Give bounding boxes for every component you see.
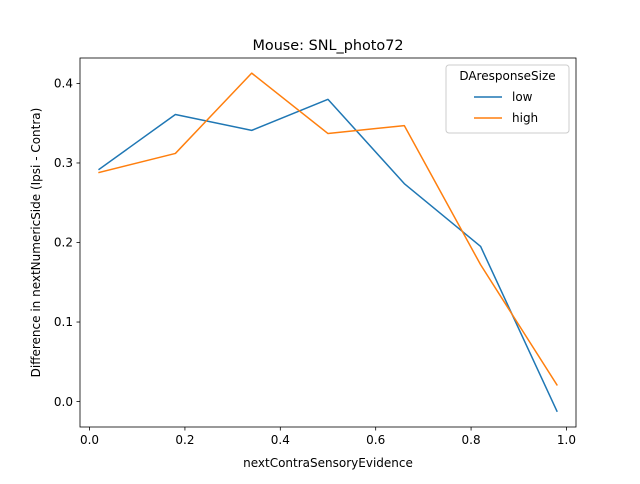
y-tick-label: 0.4 [54, 77, 73, 91]
legend: DAresponseSize low high [445, 64, 570, 134]
series-line-low [98, 98, 558, 413]
x-tick-label: 0.6 [366, 433, 385, 447]
y-tick-label: 0.0 [54, 395, 73, 409]
x-tick-label: 0.8 [462, 433, 481, 447]
legend-box [445, 64, 570, 134]
legend-title: DAresponseSize [459, 69, 555, 83]
series-layer [98, 72, 558, 413]
x-tick-label: 0.2 [175, 433, 194, 447]
legend-label-low: low [512, 90, 533, 104]
y-tick-label: 0.1 [54, 315, 73, 329]
y-axis-label: Difference in nextNumericSide (Ipsi - Co… [29, 108, 43, 378]
y-tick-label: 0.3 [54, 156, 73, 170]
x-axis-label: nextContraSensoryEvidence [243, 456, 413, 470]
legend-label-high: high [512, 111, 538, 125]
series-line-high [98, 72, 558, 386]
x-axis-ticks: 0.0 0.2 0.4 0.6 0.8 1.0 [80, 427, 576, 447]
plot-frame [79, 57, 577, 428]
x-tick-label: 1.0 [557, 433, 576, 447]
chart-title: Mouse: SNL_photo72 [252, 38, 403, 54]
x-tick-label: 0.4 [271, 433, 290, 447]
y-tick-label: 0.2 [54, 236, 73, 250]
x-tick-label: 0.0 [80, 433, 99, 447]
y-axis-ticks: 0.0 0.1 0.2 0.3 0.4 [54, 77, 80, 409]
